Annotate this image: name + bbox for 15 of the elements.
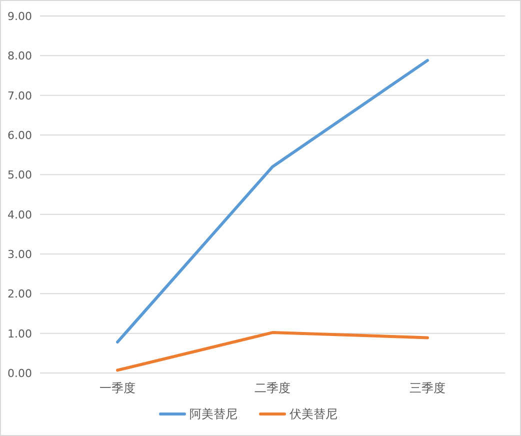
y-tick-label: 8.00 (8, 50, 32, 63)
y-tick-label: 7.00 (8, 89, 32, 102)
y-tick-label: 0.00 (8, 367, 32, 380)
y-tick-label: 4.00 (8, 208, 32, 222)
y-tick-label: 1.00 (8, 327, 32, 340)
legend-label: 阿美替尼 (190, 407, 238, 421)
x-tick-label: 二季度 (254, 381, 290, 395)
legend-label: 伏美替尼 (290, 407, 338, 421)
y-tick-label: 2.00 (8, 288, 32, 301)
y-tick-label: 3.00 (8, 248, 32, 261)
y-tick-label: 5.00 (8, 168, 32, 182)
y-tick-label: 9.00 (8, 10, 32, 23)
x-tick-label: 一季度 (100, 381, 136, 395)
y-tick-label: 6.00 (8, 129, 32, 142)
x-tick-label: 三季度 (410, 381, 446, 395)
